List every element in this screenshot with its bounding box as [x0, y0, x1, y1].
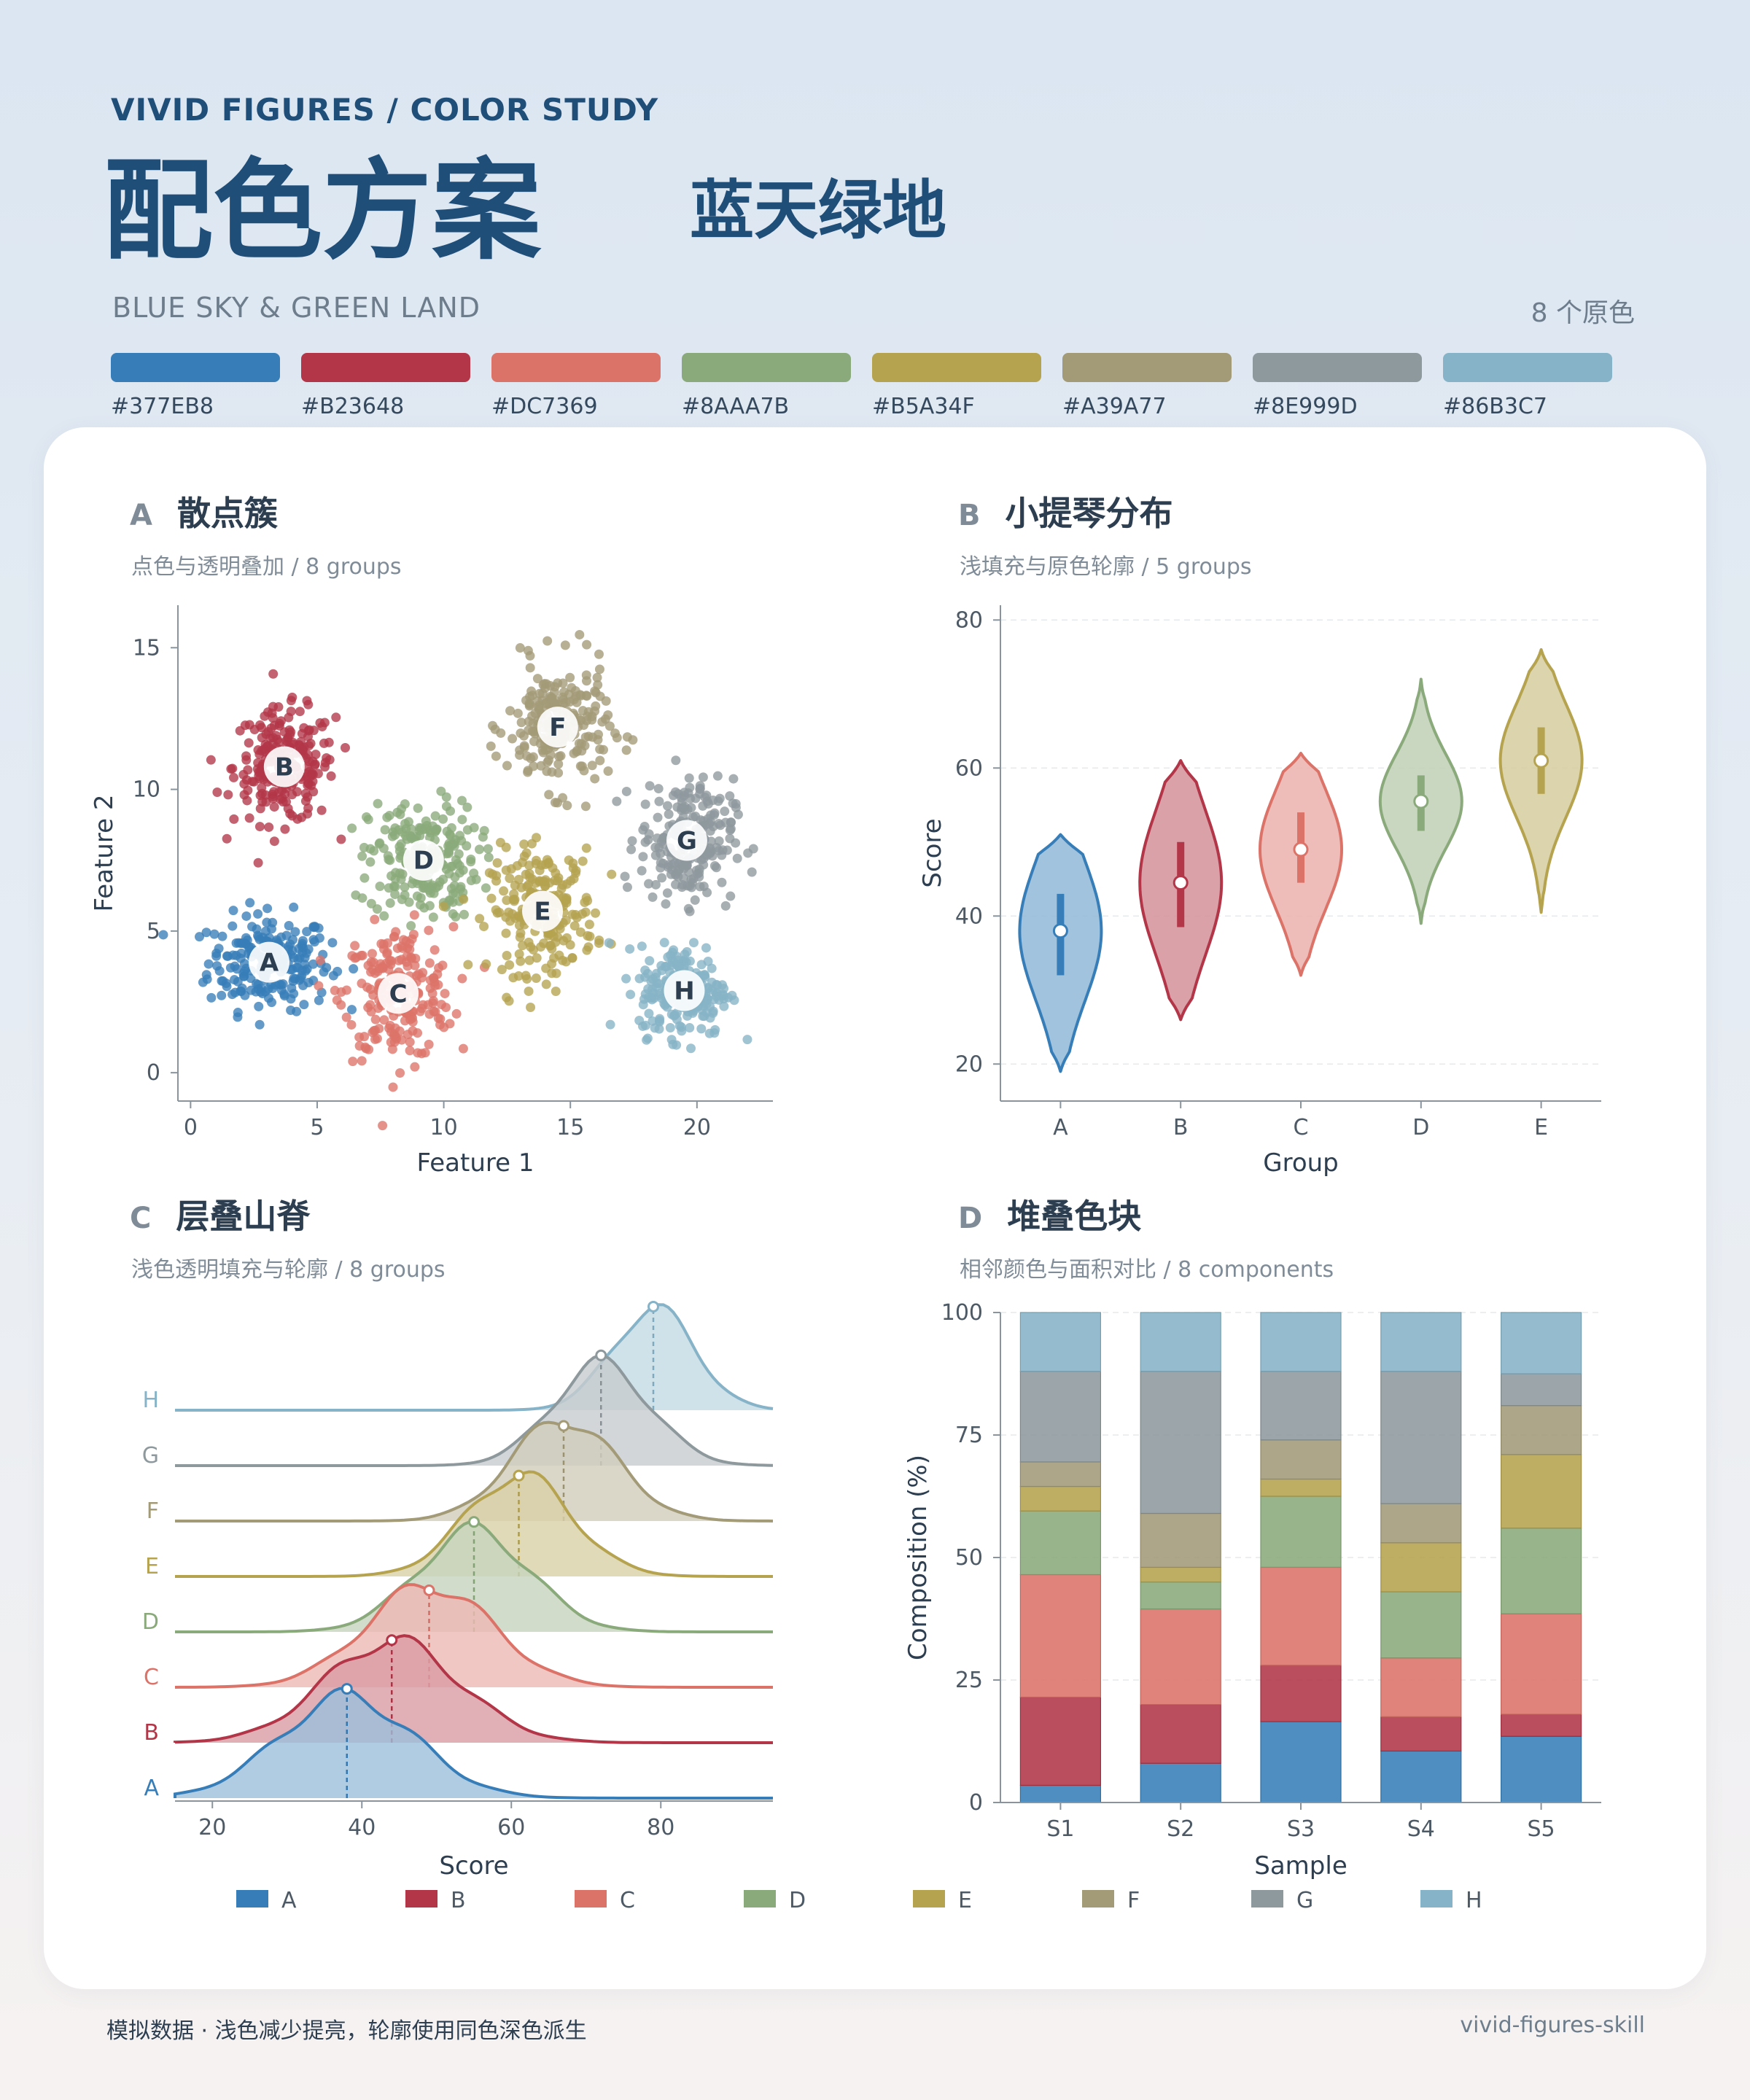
scheme-name: 蓝天绿地	[690, 173, 947, 248]
page-title: 配色方案	[104, 148, 542, 275]
swatch-color	[682, 353, 851, 382]
footer-credit: vivid-figures-skill	[1460, 2012, 1645, 2038]
panel-d-subtitle: 相邻颜色与面积对比 / 8 components	[960, 1257, 1334, 1283]
color-count: 8 个原色	[1531, 298, 1635, 328]
swatch-3: #DC7369	[491, 353, 661, 419]
brand-label: VIVID FIGURES / COLOR STUDY	[111, 92, 659, 128]
swatch-hex-label: #DC7369	[491, 394, 598, 419]
swatch-hex-label: #A39A77	[1062, 394, 1167, 419]
swatch-4: #8AAA7B	[682, 353, 851, 419]
panel-d-title: D 堆叠色块	[958, 1197, 1142, 1236]
swatch-7: #8E999D	[1253, 353, 1422, 419]
swatch-hex-label: #8E999D	[1253, 394, 1358, 419]
swatch-color	[1062, 353, 1232, 382]
panel-b-subtitle: 浅填充与原色轮廓 / 5 groups	[960, 554, 1252, 580]
swatch-5: #B5A34F	[872, 353, 1041, 419]
swatch-hex-label: #8AAA7B	[682, 394, 790, 419]
panel-a-title: A 散点簇	[130, 494, 278, 533]
swatch-color	[111, 353, 280, 382]
swatch-1: #377EB8	[111, 353, 280, 419]
panel-c-subtitle: 浅色透明填充与轮廓 / 8 groups	[131, 1257, 446, 1283]
swatch-color	[1253, 353, 1422, 382]
panel-c-title: C 层叠山脊	[130, 1197, 311, 1236]
scheme-name-en: BLUE SKY & GREEN LAND	[112, 292, 481, 324]
footer-note: 模拟数据 · 浅色减少提亮，轮廓使用同色深色派生	[106, 2018, 587, 2044]
panel-b-title: B 小提琴分布	[958, 494, 1173, 533]
swatch-8: #86B3C7	[1443, 353, 1612, 419]
swatch-hex-label: #B23648	[301, 394, 405, 419]
palette-swatches: #377EB8 #B23648 #DC7369 #8AAA7B #B5A34F #A39A…	[111, 353, 1613, 426]
swatch-hex-label: #86B3C7	[1443, 394, 1548, 419]
swatch-color	[301, 353, 470, 382]
swatch-2: #B23648	[301, 353, 470, 419]
swatch-color	[1443, 353, 1612, 382]
swatch-color	[872, 353, 1041, 382]
panel-a-subtitle: 点色与透明叠加 / 8 groups	[131, 554, 402, 580]
swatch-hex-label: #B5A34F	[872, 394, 975, 419]
swatch-hex-label: #377EB8	[111, 394, 214, 419]
swatch-6: #A39A77	[1062, 353, 1232, 419]
swatch-color	[491, 353, 661, 382]
